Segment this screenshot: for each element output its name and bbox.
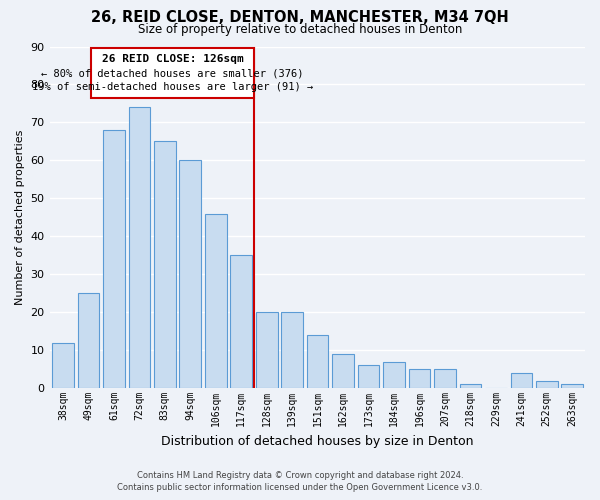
Bar xyxy=(434,369,456,388)
Bar xyxy=(91,48,254,98)
Bar xyxy=(460,384,481,388)
Text: 26 REID CLOSE: 126sqm: 26 REID CLOSE: 126sqm xyxy=(101,54,244,64)
Bar xyxy=(562,384,583,388)
Text: 26, REID CLOSE, DENTON, MANCHESTER, M34 7QH: 26, REID CLOSE, DENTON, MANCHESTER, M34 … xyxy=(91,10,509,25)
Bar xyxy=(52,342,74,388)
Bar xyxy=(230,256,252,388)
Bar xyxy=(358,366,379,388)
Bar xyxy=(511,373,532,388)
Bar xyxy=(205,214,227,388)
Y-axis label: Number of detached properties: Number of detached properties xyxy=(15,130,25,305)
Bar xyxy=(536,380,557,388)
Text: Contains HM Land Registry data © Crown copyright and database right 2024.
Contai: Contains HM Land Registry data © Crown c… xyxy=(118,471,482,492)
Bar xyxy=(332,354,354,388)
Bar xyxy=(281,312,303,388)
Text: ← 80% of detached houses are smaller (376): ← 80% of detached houses are smaller (37… xyxy=(41,68,304,78)
Bar xyxy=(307,335,328,388)
Text: Size of property relative to detached houses in Denton: Size of property relative to detached ho… xyxy=(138,22,462,36)
Bar xyxy=(409,369,430,388)
Bar xyxy=(103,130,125,388)
Bar xyxy=(128,107,150,388)
Bar xyxy=(256,312,278,388)
X-axis label: Distribution of detached houses by size in Denton: Distribution of detached houses by size … xyxy=(161,434,474,448)
Text: 19% of semi-detached houses are larger (91) →: 19% of semi-detached houses are larger (… xyxy=(32,82,313,92)
Bar xyxy=(77,293,99,388)
Bar xyxy=(179,160,201,388)
Bar xyxy=(154,142,176,388)
Bar xyxy=(383,362,405,388)
